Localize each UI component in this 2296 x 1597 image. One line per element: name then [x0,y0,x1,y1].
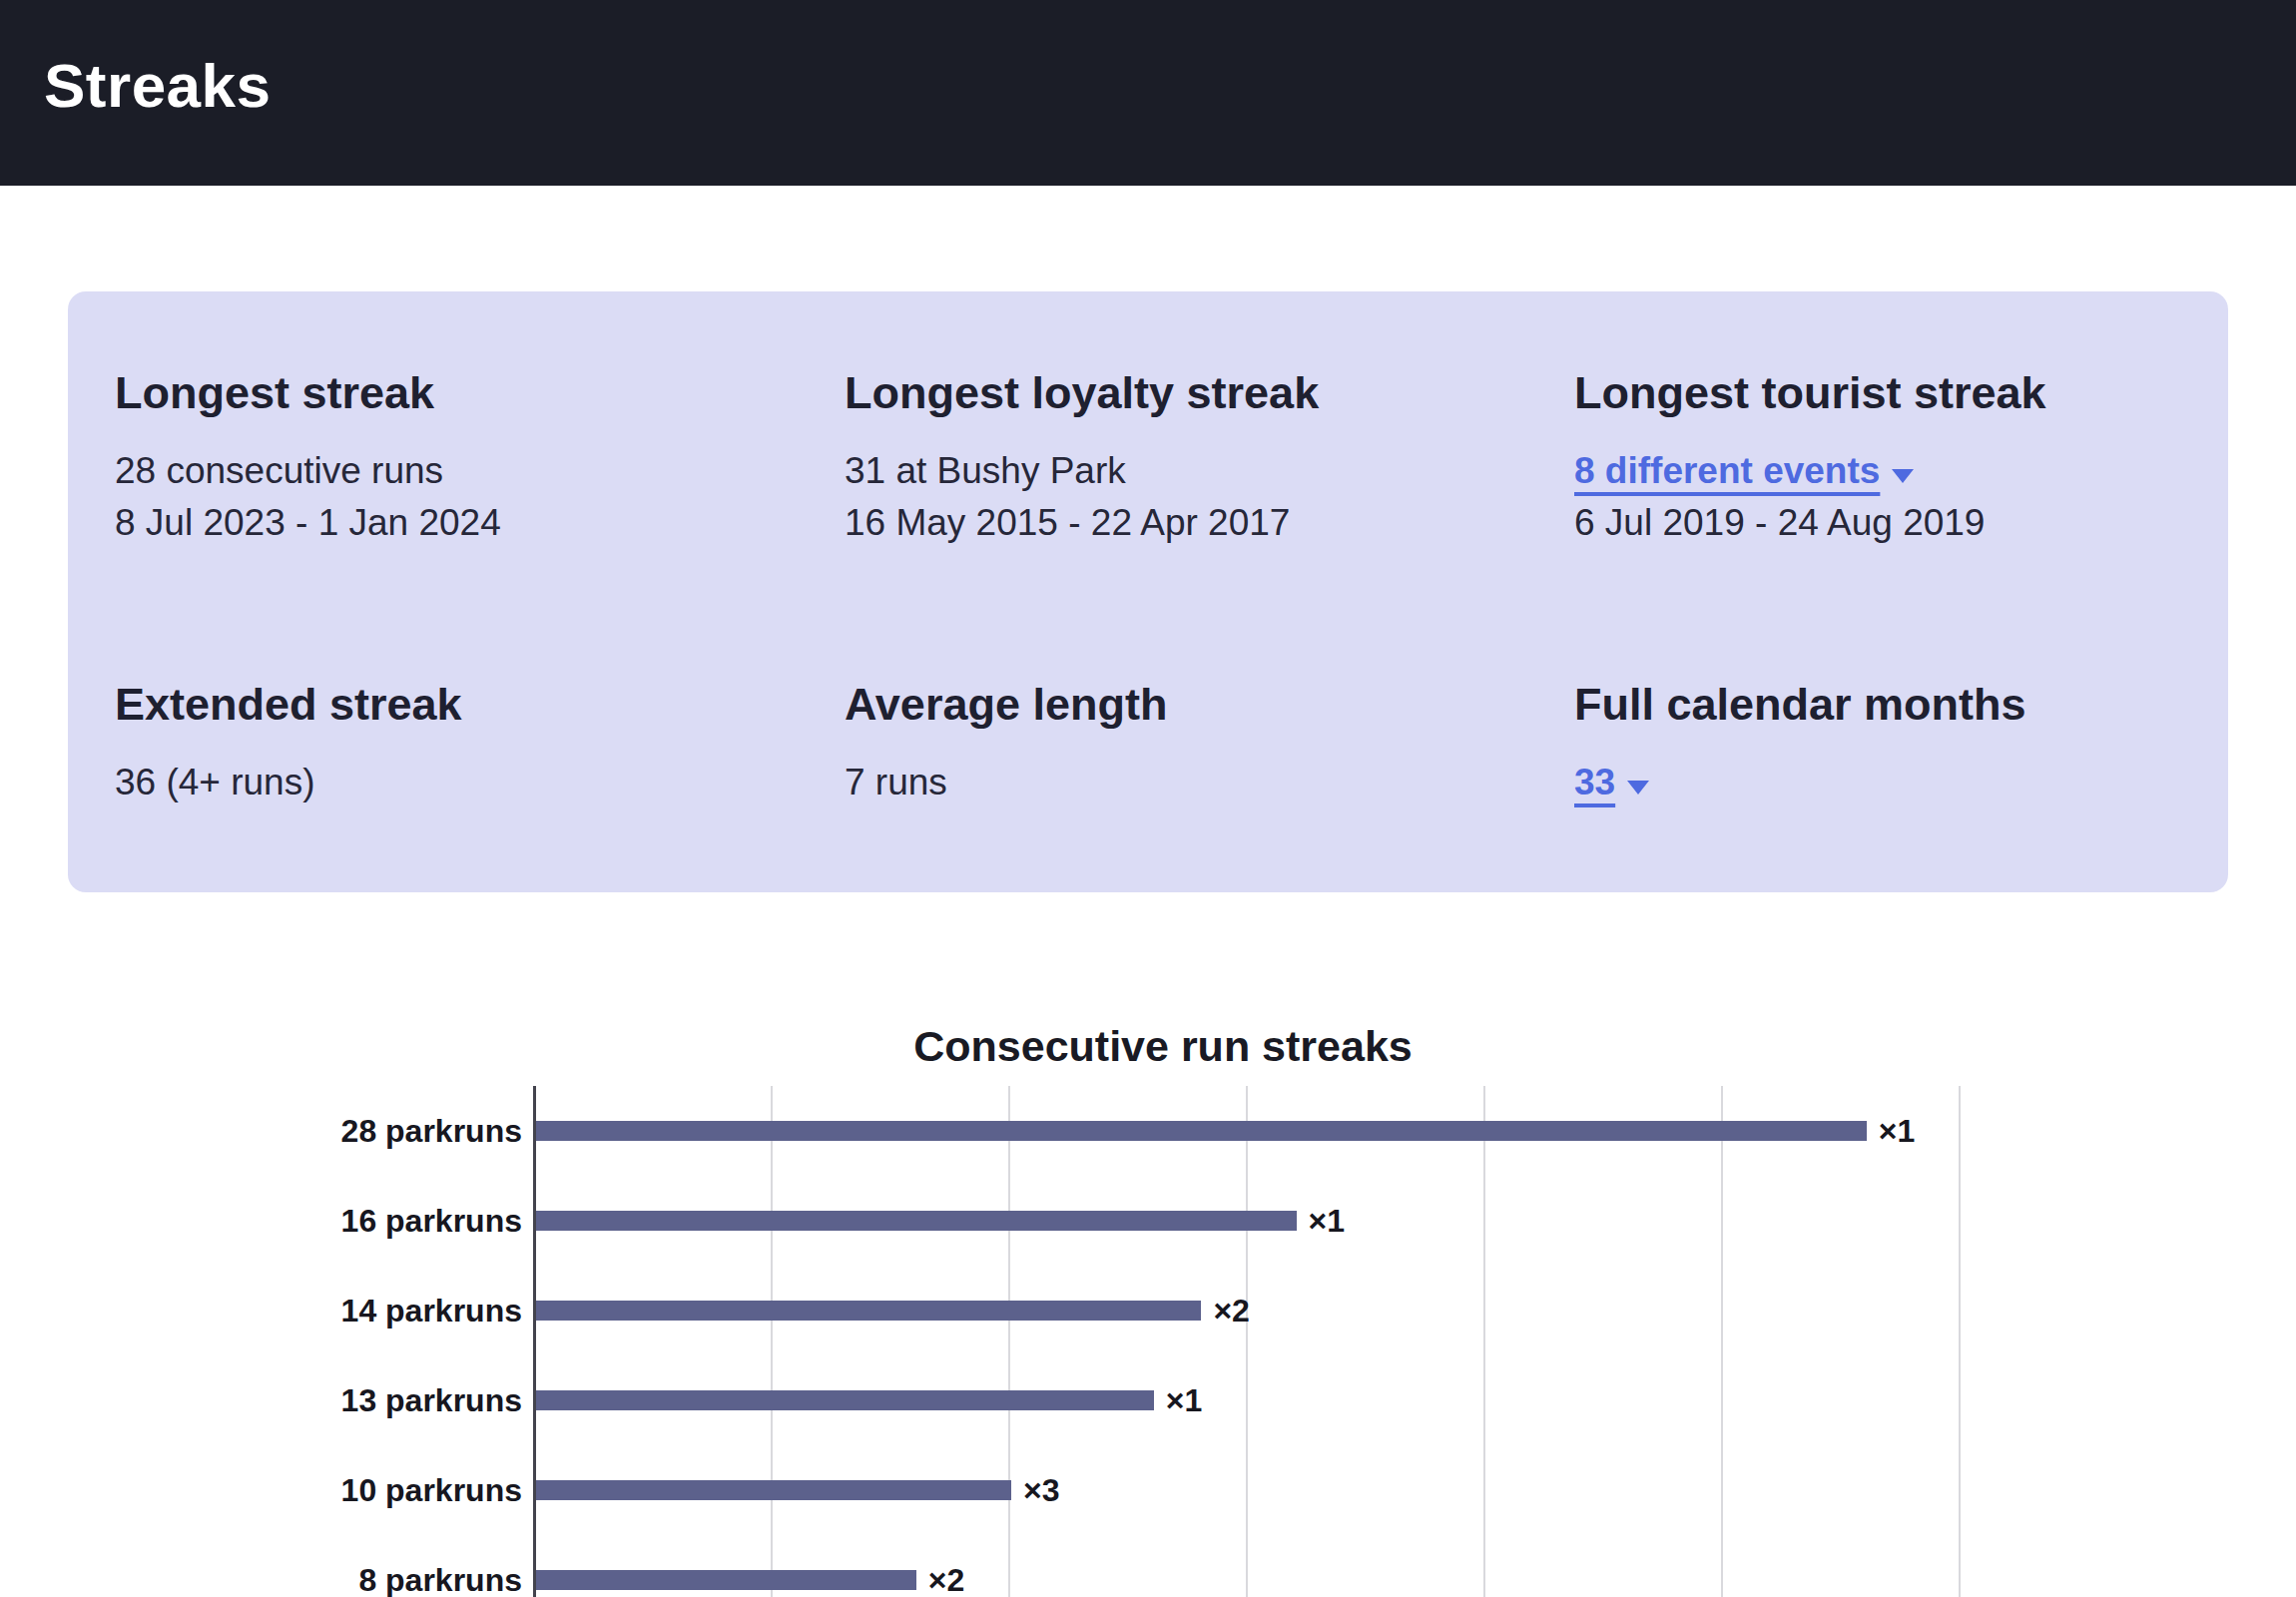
stat-longest-loyalty-streak: Longest loyalty streak 31 at Bushy Park16… [845,367,1574,549]
bar-13-parkruns [536,1390,1154,1410]
stat-title: Longest loyalty streak [845,367,1574,419]
bar-count-label: ×2 [928,1535,964,1597]
bar-10-parkruns [536,1480,1011,1500]
streak-stats-card: Longest streak 28 consecutive runs8 Jul 2… [68,291,2228,892]
stat-extended-streak: Extended streak 36 (4+ runs) [115,679,845,808]
bar-14-parkruns [536,1301,1201,1321]
stat-dropdown-link-full-calendar-months[interactable]: 33 [1574,762,1649,802]
caret-down-icon [1892,469,1914,483]
bar-16-parkruns [536,1211,1297,1231]
stat-value: 36 (4+ runs) [115,757,845,808]
page-header: Streaks [0,0,2296,186]
category-label: 13 parkruns [341,1355,522,1445]
caret-down-icon [1627,781,1649,795]
stat-title: Average length [845,679,1574,731]
stat-title: Full calendar months [1574,679,2181,731]
chart-row-10-parkruns: 10 parkruns×3 [534,1445,1960,1535]
page-title: Streaks [44,50,2252,121]
chart-row-14-parkruns: 14 parkruns×2 [534,1266,1960,1355]
bar-count-label: ×1 [1309,1176,1345,1266]
bar-28-parkruns [536,1121,1867,1141]
stat-full-calendar-months: Full calendar months 33 [1574,679,2181,808]
stat-value: 8 Jul 2023 - 1 Jan 2024 [115,497,845,549]
bar-count-label: ×1 [1166,1355,1202,1445]
stat-value: 6 Jul 2019 - 24 Aug 2019 [1574,497,2181,549]
bar-count-label: ×2 [1213,1266,1249,1355]
stat-link-label: 8 different events [1574,450,1880,491]
category-label: 8 parkruns [358,1535,522,1597]
stat-link-label: 33 [1574,762,1615,802]
category-label: 14 parkruns [341,1266,522,1355]
stat-title: Extended streak [115,679,845,731]
stat-value: 7 runs [845,757,1574,808]
bar-8-parkruns [536,1570,916,1590]
stat-longest-tourist-streak: Longest tourist streak 8 different events… [1574,367,2181,549]
stat-title: Longest streak [115,367,845,419]
category-label: 28 parkruns [341,1086,522,1176]
stat-longest-streak: Longest streak 28 consecutive runs8 Jul 2… [115,367,845,549]
stat-title: Longest tourist streak [1574,367,2181,419]
category-label: 10 parkruns [341,1445,522,1535]
bar-count-label: ×1 [1879,1086,1915,1176]
chart-row-13-parkruns: 13 parkruns×1 [534,1355,1960,1445]
stat-value: 16 May 2015 - 22 Apr 2017 [845,497,1574,549]
category-label: 16 parkruns [341,1176,522,1266]
stat-average-length: Average length 7 runs [845,679,1574,808]
consecutive-run-streaks-chart: Consecutive run streaks 28 parkruns×116 … [329,1020,1997,1597]
chart-row-16-parkruns: 16 parkruns×1 [534,1176,1960,1266]
chart-title: Consecutive run streaks [329,1020,1997,1072]
stat-dropdown-link-longest-tourist-streak[interactable]: 8 different events [1574,450,1914,491]
stat-value: 31 at Bushy Park [845,445,1574,497]
bar-count-label: ×3 [1023,1445,1059,1535]
chart-row-8-parkruns: 8 parkruns×2 [534,1535,1960,1597]
stat-value: 28 consecutive runs [115,445,845,497]
chart-plot-area: 28 parkruns×116 parkruns×114 parkruns×21… [534,1086,1960,1597]
chart-row-28-parkruns: 28 parkruns×1 [534,1086,1960,1176]
